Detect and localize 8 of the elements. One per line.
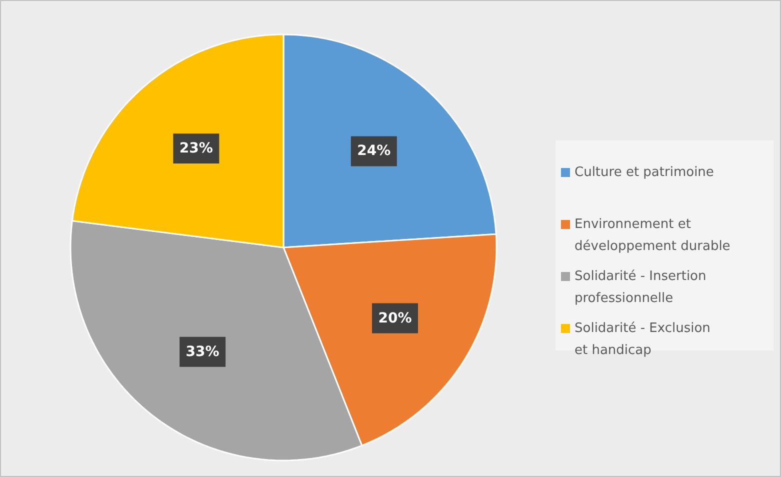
data-label: 24% xyxy=(357,143,391,160)
data-label: 20% xyxy=(378,310,412,326)
legend-label: Culture et patrimoine xyxy=(574,165,714,180)
data-label: 23% xyxy=(179,140,213,156)
legend-label: Solidarité - Insertion professionnelle xyxy=(574,269,706,306)
legend-label: Solidarité - Exclusion et handicap xyxy=(574,321,710,358)
data-label: 33% xyxy=(186,344,220,360)
legend-label: Environnement et développement durable xyxy=(574,217,730,254)
